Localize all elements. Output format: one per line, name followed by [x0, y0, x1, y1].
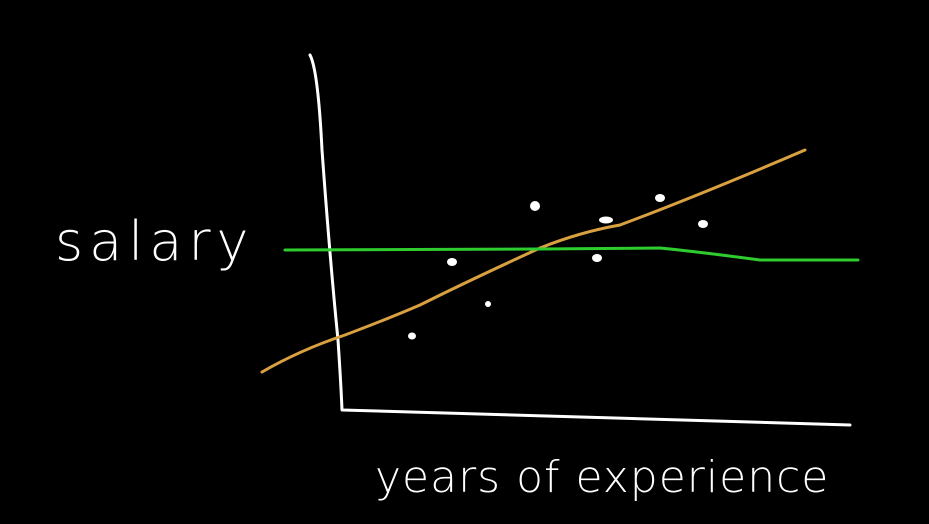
point: [530, 201, 540, 211]
data-points: [408, 194, 708, 340]
x-axis-label: years of experience: [375, 452, 829, 503]
point: [655, 194, 665, 202]
axes: [308, 53, 852, 427]
fit-line: [260, 148, 807, 374]
y-axis-label: salary: [55, 210, 254, 273]
point: [447, 258, 457, 266]
point: [592, 254, 602, 262]
point: [599, 216, 613, 224]
point: [698, 220, 708, 228]
baseline-line: [283, 246, 860, 262]
point: [485, 301, 491, 307]
point: [408, 332, 416, 340]
